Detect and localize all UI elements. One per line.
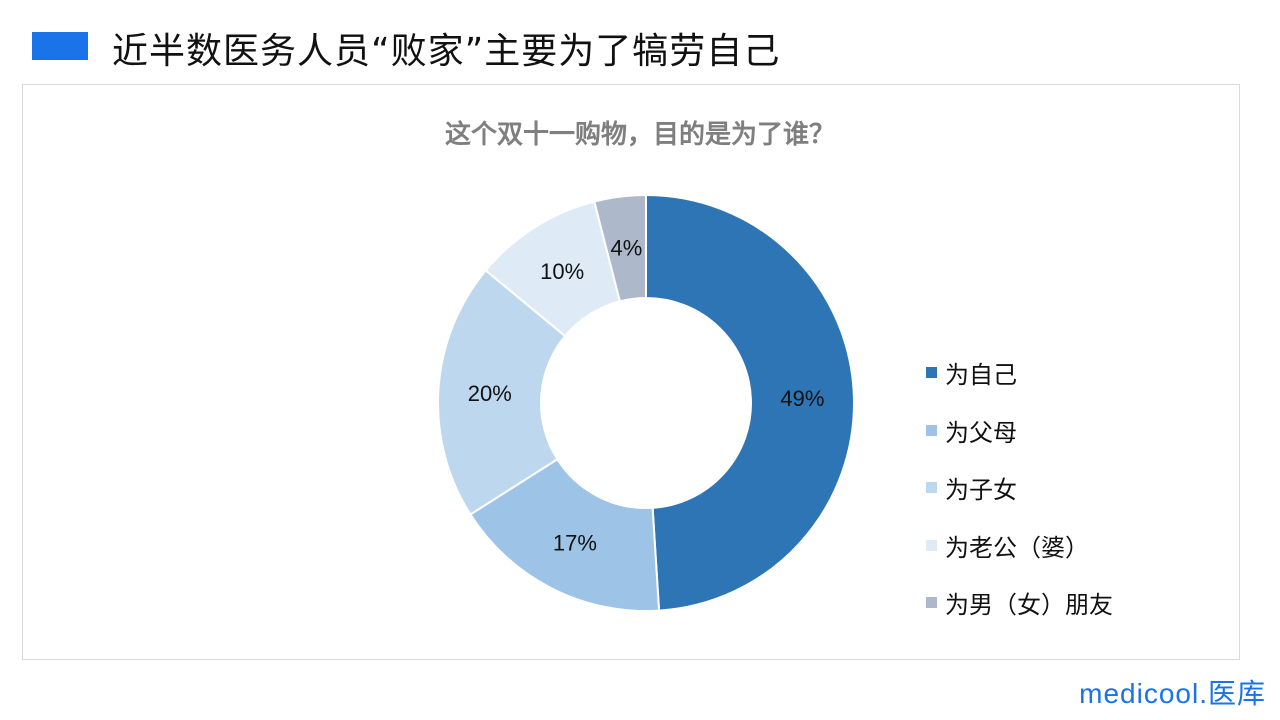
legend-label: 为子女	[945, 476, 1017, 505]
legend-swatch	[926, 424, 937, 436]
legend-item: 为自己	[926, 344, 1113, 402]
chart-title: 这个双十一购物，目的是为了谁？	[444, 120, 835, 150]
data-label: 20%	[468, 381, 512, 406]
legend-swatch	[926, 482, 937, 494]
title-accent-bar	[32, 32, 88, 60]
legend-label: 为父母	[945, 418, 1017, 447]
data-label: 17%	[553, 530, 597, 555]
data-label: 10%	[540, 259, 584, 284]
legend-label: 为老公（婆）	[945, 533, 1089, 562]
legend-item: 为老公（婆）	[926, 517, 1113, 575]
data-label: 49%	[780, 386, 824, 411]
chart-frame	[22, 84, 1240, 660]
legend-label: 为自己	[945, 361, 1017, 390]
page-title: 近半数医务人员“败家”主要为了犒劳自己	[112, 31, 781, 72]
donut-slice	[645, 193, 855, 612]
legend: 为自己为父母为子女为老公（婆） 为男（女）朋友	[926, 344, 1113, 632]
legend-swatch	[926, 367, 937, 379]
legend-swatch	[926, 597, 937, 609]
donut-slice	[593, 193, 647, 303]
legend-item: 为男（女）朋友	[926, 574, 1113, 632]
legend-item: 为子女	[926, 459, 1113, 517]
legend-swatch	[926, 539, 937, 551]
donut-slice	[437, 269, 567, 516]
data-label: 4%	[610, 236, 642, 261]
legend-label: 为男（女）朋友	[945, 591, 1113, 620]
medicool-logo: medicool.医库	[1079, 678, 1266, 709]
donut-slice	[468, 457, 661, 612]
legend-item: 为父母	[926, 402, 1113, 460]
